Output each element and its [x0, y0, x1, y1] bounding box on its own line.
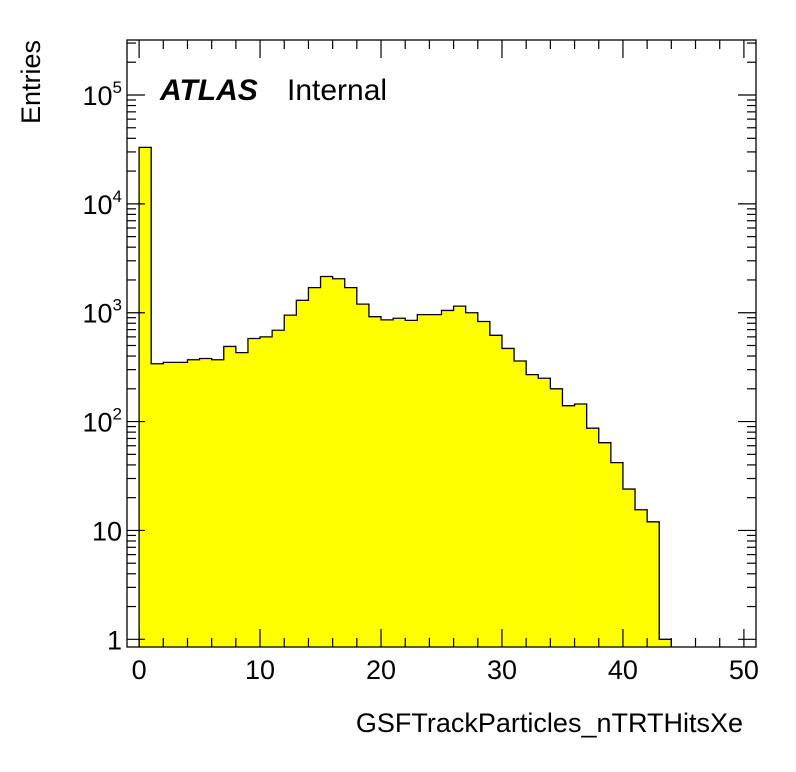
histogram-bar — [465, 312, 479, 647]
y-tick-label: 104 — [82, 187, 122, 220]
histogram-bar — [429, 314, 442, 647]
histogram-bar — [356, 304, 370, 647]
y-tick-label: 103 — [82, 296, 122, 329]
y-tick-labels: 1 10 102 103 104 105 — [82, 78, 122, 655]
histogram-bar — [441, 310, 454, 647]
histogram-bar — [562, 405, 575, 647]
y-tick-label: 102 — [82, 405, 122, 438]
x-tick-label: 0 — [132, 655, 147, 685]
histogram-bar — [405, 320, 418, 647]
histogram-bar — [247, 338, 261, 647]
histogram-bar — [272, 330, 285, 647]
histogram-bar — [417, 314, 430, 647]
histogram-bar — [260, 336, 273, 647]
histogram-bar — [586, 428, 600, 647]
histogram-outline — [138, 146, 672, 647]
x-tick-labels: 0 10 20 30 40 50 — [132, 655, 759, 685]
histogram-bar — [393, 318, 406, 647]
histogram-bar — [574, 404, 588, 647]
histogram-bar — [296, 300, 309, 647]
histogram-bar — [284, 315, 297, 647]
plot-frame — [126, 39, 757, 648]
histogram-bar — [151, 363, 164, 647]
x-tick-label: 30 — [487, 655, 517, 685]
histogram-bar — [610, 462, 624, 647]
histogram-bar — [320, 276, 334, 647]
y-axis-title: Entries — [16, 40, 46, 124]
histogram-bar — [175, 362, 188, 647]
histogram-bar — [139, 147, 152, 647]
histogram-bar — [622, 489, 636, 647]
histogram-bar — [659, 639, 672, 647]
histogram-bar — [598, 442, 612, 647]
histogram-bar — [368, 316, 382, 647]
histogram-bar — [223, 346, 237, 647]
histogram-bar — [538, 378, 551, 647]
atlas-label: ATLAS — [159, 74, 258, 107]
histogram-bar — [187, 359, 200, 647]
histogram-bar — [344, 287, 358, 647]
x-tick-label: 50 — [729, 655, 759, 685]
histogram-bar — [514, 361, 527, 647]
histogram-bar — [332, 278, 346, 647]
internal-label: Internal — [287, 74, 387, 107]
y-tick-label: 105 — [82, 78, 122, 111]
histogram-bar — [550, 388, 563, 647]
x-tick-label: 10 — [245, 655, 275, 685]
histogram-bar — [526, 374, 539, 647]
x-tick-label: 20 — [366, 655, 396, 685]
histogram-bar — [163, 362, 176, 647]
histogram-bar — [308, 287, 321, 647]
histogram-bar — [477, 321, 491, 647]
histogram-bar — [199, 358, 213, 647]
histogram-bar — [489, 335, 503, 647]
histogram-bars — [139, 147, 672, 647]
y-tick-label: 1 — [107, 625, 122, 655]
histogram-bar — [635, 509, 648, 647]
histogram-bar — [453, 306, 467, 647]
histogram-bar — [647, 521, 660, 647]
y-tick-label: 10 — [92, 516, 122, 546]
histogram-bar — [211, 359, 225, 647]
x-axis-title: GSFTrackParticles_nTRTHitsXe — [356, 708, 743, 738]
x-tick-label: 40 — [608, 655, 638, 685]
histogram-bar — [501, 348, 515, 647]
histogram-bar — [381, 319, 394, 647]
axis-ticks — [127, 40, 756, 647]
histogram-bar — [235, 352, 249, 647]
